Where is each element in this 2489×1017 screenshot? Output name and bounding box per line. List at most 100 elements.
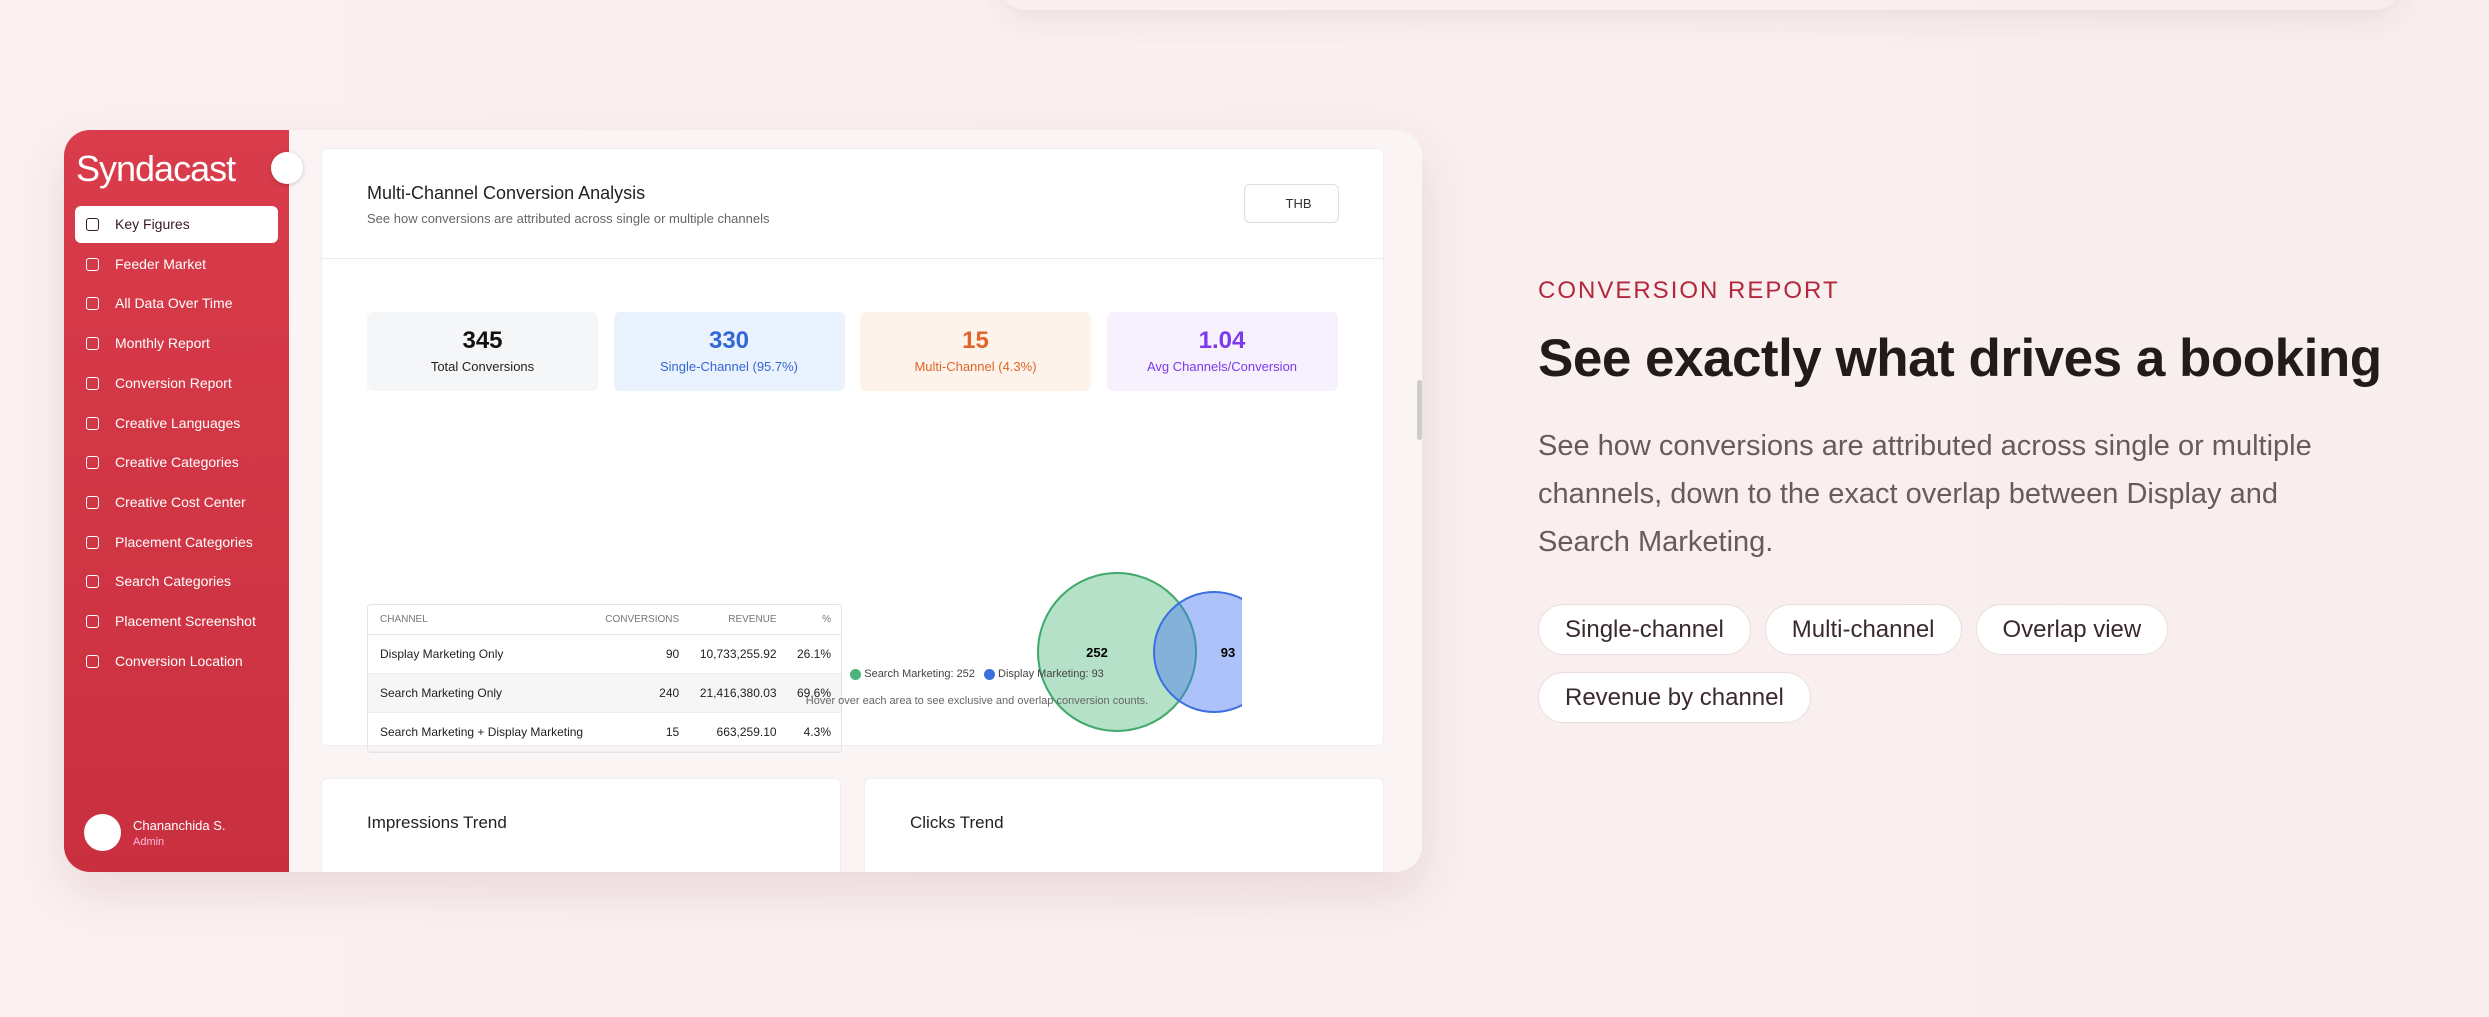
venn-label: 252: [1086, 645, 1108, 660]
venn-note: Hover over each area to see exclusive an…: [805, 695, 1149, 707]
scrollbar: [1417, 380, 1422, 440]
menu-label: Key Figures: [115, 216, 190, 232]
menu-icon: [86, 297, 99, 311]
menu-item[interactable]: Feeder Market: [75, 246, 278, 283]
menu-icon: [86, 456, 99, 470]
legend-swatch: [983, 668, 995, 680]
heading: See exactly what drives a booking: [1538, 329, 2382, 388]
legend-swatch: [850, 668, 862, 680]
menu-icon: [86, 416, 99, 430]
panel-title: Multi-Channel Conversion Analysis: [367, 183, 646, 203]
sidebar: Syndacast Key Figures Feeder Market All Da…: [64, 130, 289, 872]
table-wrap: CHANNEL CONVERSIONS REVENUE% Display Market…: [367, 604, 842, 753]
body-text: See how conversions are attributed acros…: [1538, 430, 2312, 558]
menu-label: Creative Categories: [115, 454, 239, 471]
table-row: Search Marketing Only 240 21,416,380.03 69.…: [368, 673, 841, 713]
tag: Multi-channel: [1764, 604, 1962, 655]
menu-label: Creative Cost Center: [115, 493, 246, 510]
menu-label: Placement Categories: [115, 533, 253, 550]
menu-item[interactable]: Placement Categories: [75, 524, 278, 561]
menu-icon: [86, 535, 99, 549]
table-cell: 4.3%: [786, 712, 841, 752]
menu-icon: [86, 654, 99, 668]
table-cell: 26.1%: [786, 634, 841, 674]
user-name: Chananchida S.: [133, 818, 226, 833]
card-title: Clicks Trend: [910, 813, 1004, 832]
analysis-panel: Multi-Channel Conversion Analysis See ho…: [321, 148, 1385, 753]
table-cell: 663,259.10: [689, 712, 787, 752]
tag: Revenue by channel: [1538, 672, 1811, 723]
table-cell: Display Marketing Only: [368, 634, 595, 674]
stat-card: 345 Total Conversions: [367, 312, 598, 391]
menu-item[interactable]: Conversion Report: [75, 365, 278, 402]
stat-card: 1.04 Avg Channels/Conversion: [1106, 312, 1338, 391]
stat-label: Single-Channel (95.7%): [659, 359, 799, 374]
menu-item[interactable]: Creative Categories: [75, 444, 278, 481]
menu-icon: [86, 575, 99, 589]
menu-label: Feeder Market: [115, 255, 207, 272]
venn-label: 93: [1221, 645, 1235, 660]
table-header: %: [786, 605, 841, 635]
collapse-button[interactable]: [271, 152, 303, 184]
table-row: Search Marketing + Display Marketing 15 66…: [368, 712, 841, 752]
menu-icon: [86, 257, 99, 271]
tag: Overlap view: [1975, 604, 2169, 655]
table-cell: Search Marketing + Display Marketing: [368, 712, 595, 752]
stat-value: 345: [462, 327, 503, 354]
tag: Single-channel: [1538, 604, 1751, 655]
menu-item[interactable]: Conversion Location: [75, 643, 278, 680]
table-cell: 240: [594, 673, 690, 713]
venn-legend: Search Marketing: 252 Display Marketing:…: [322, 668, 1422, 680]
divider: [322, 258, 1385, 259]
shadow: [1000, 0, 2400, 10]
menu-label: Monthly Report: [115, 335, 210, 352]
stat-label: Avg Channels/Conversion: [1146, 359, 1298, 374]
menu-label: Search Categories: [115, 573, 231, 590]
channel-table: CHANNEL CONVERSIONS REVENUE% Display Market…: [368, 605, 841, 752]
user-role: Admin: [133, 836, 165, 848]
stat-card: 330 Single-Channel (95.7%): [613, 312, 845, 391]
menu-item[interactable]: Key Figures: [75, 206, 278, 243]
stat-value: 15: [962, 327, 989, 354]
menu-item[interactable]: Search Categories: [75, 563, 278, 600]
legend-item: Search Marketing: 252: [864, 668, 975, 680]
menu-label: Placement Screenshot: [115, 613, 256, 629]
table-header: REVENUE: [689, 605, 787, 635]
tags: Single-channel Multi-channel Overlap view R…: [1538, 604, 2258, 740]
currency-button[interactable]: THB: [1244, 184, 1339, 223]
menu-item[interactable]: Monthly Report: [75, 325, 278, 362]
table-cell: 15: [594, 712, 690, 752]
table-cell: 90: [594, 634, 690, 674]
menu-label: Creative Languages: [115, 414, 241, 431]
clicks-card: Clicks Trend: [864, 778, 1384, 872]
menu-label: Conversion Location: [115, 652, 243, 669]
menu-label: All Data Over Time: [115, 295, 233, 312]
venn-search: [1037, 572, 1197, 732]
stat-value: 1.04: [1198, 327, 1246, 354]
menu-label: Conversion Report: [115, 374, 232, 391]
menu-item[interactable]: Creative Cost Center: [75, 484, 278, 521]
logo: Syndacast: [76, 148, 236, 189]
table-cell: 21,416,380.03: [689, 673, 787, 713]
currency: THB: [1285, 196, 1312, 211]
menu-item[interactable]: Creative Languages: [75, 405, 278, 442]
menu-icon: [86, 615, 99, 628]
impressions-card: Impressions Trend: [321, 778, 841, 872]
table-cell: 10,733,255.92: [689, 634, 787, 674]
eyebrow: CONVERSION REPORT: [1538, 277, 1840, 304]
menu-item[interactable]: Placement Screenshot: [75, 603, 278, 640]
venn-display: [1153, 591, 1242, 713]
table-row: Display Marketing Only 90 10,733,255.92 26.…: [368, 634, 841, 674]
avatar: [84, 814, 121, 851]
menu-icon: [86, 337, 99, 351]
table-header: CHANNEL: [368, 605, 595, 635]
panel-subtitle: See how conversions are attributed acros…: [367, 211, 770, 226]
table-cell: Search Marketing Only: [368, 673, 595, 713]
table-header: CONVERSIONS: [594, 605, 690, 635]
legend-item: Display Marketing: 93: [998, 668, 1104, 680]
menu-icon: [86, 376, 99, 390]
card-title: Impressions Trend: [367, 813, 507, 832]
menu-item[interactable]: All Data Over Time: [75, 285, 278, 322]
menu-icon: [86, 495, 99, 509]
